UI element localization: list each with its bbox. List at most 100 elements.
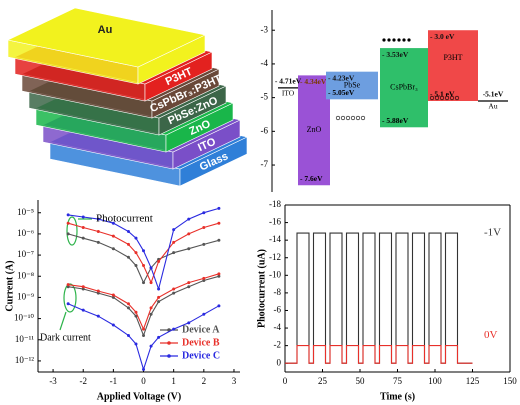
y-tick-label: -7 (261, 159, 269, 169)
point (126, 333, 130, 337)
point (81, 285, 85, 289)
y-tick-label: -6 (261, 125, 269, 135)
point (134, 236, 138, 240)
point (172, 327, 176, 331)
hole-dot (454, 95, 460, 101)
series-line (285, 232, 473, 364)
point (149, 281, 153, 285)
point (96, 289, 100, 293)
y-tick-label: 10⁻¹⁰ (14, 313, 34, 323)
electron-dot (387, 38, 391, 42)
point (66, 285, 70, 289)
point (126, 255, 130, 259)
point (134, 264, 138, 268)
point (81, 287, 85, 291)
y-tick-label: 10⁻⁷ (17, 249, 34, 259)
point (66, 302, 70, 306)
x-tick-label: 75 (393, 376, 403, 386)
point (157, 259, 161, 263)
point (111, 221, 115, 225)
y-tick-label: -2 (274, 340, 282, 350)
electron-dot (397, 38, 401, 42)
y-tick-label: 10⁻⁹ (17, 291, 34, 301)
point (142, 281, 146, 285)
point (217, 274, 221, 278)
photocurrent-ellipse (66, 216, 78, 246)
x-tick-label: 50 (356, 376, 366, 386)
point (126, 242, 130, 246)
point (202, 226, 206, 230)
point (172, 291, 176, 295)
band-box (428, 30, 478, 101)
point (134, 314, 138, 318)
point (157, 295, 161, 299)
energy-label: - 3.53eV (382, 50, 409, 59)
hole-dot (345, 115, 351, 121)
point (111, 295, 115, 299)
x-tick-label: 25 (318, 376, 328, 386)
point (142, 367, 146, 371)
hole-dot (434, 95, 440, 101)
layer-top (7, 7, 206, 68)
series-annotation: 0V (484, 329, 498, 341)
point (111, 293, 115, 297)
energy-label: - 5.1 eV (430, 90, 455, 99)
x-tick-label: -3 (49, 376, 57, 386)
point (142, 333, 146, 337)
y-tick-label: -16 (269, 217, 281, 227)
point (126, 306, 130, 310)
point (187, 232, 191, 236)
hole-dot (350, 115, 356, 121)
point (66, 213, 70, 217)
hole-dot (340, 115, 346, 121)
energy-label: -5.1eV (483, 90, 504, 99)
energy-label: - 5.88eV (382, 116, 409, 125)
point (202, 276, 206, 280)
series-line (67, 233, 220, 284)
point (149, 344, 153, 348)
point (149, 266, 153, 270)
point (172, 240, 176, 244)
annotation: Photocurrent (96, 213, 153, 225)
hole-dot (439, 95, 445, 101)
y-tick-label: 10⁻⁸ (17, 270, 34, 280)
y-tick-label: -8 (274, 287, 282, 297)
x-tick-label: 150 (503, 376, 517, 386)
point (187, 247, 191, 251)
point (134, 310, 138, 314)
point (66, 221, 70, 225)
annotation-decor (59, 216, 92, 331)
y-axis-label: Photocurrent (uA) (256, 249, 267, 328)
energy-label: - 5.05eV (328, 88, 355, 97)
y-tick-label: -4 (261, 58, 269, 68)
point (149, 306, 153, 310)
series-line (67, 222, 220, 285)
point (126, 302, 130, 306)
point (217, 238, 221, 242)
hole-dot (449, 95, 455, 101)
x-tick-label: 0 (283, 376, 288, 386)
point (217, 206, 221, 210)
point (217, 221, 221, 225)
y-tick-label: 10⁻¹¹ (15, 334, 34, 344)
x-tick-label: 3 (232, 376, 237, 386)
legend-label: Device C (182, 350, 220, 361)
point (187, 285, 191, 289)
point (157, 287, 161, 291)
energy-label: - 4.34eV (300, 77, 327, 86)
y-tick-label: -18 (269, 199, 281, 209)
point (187, 217, 191, 221)
energy-label: - 7.6eV (300, 174, 323, 183)
y-tick-label: 10⁻¹² (15, 355, 34, 365)
point (111, 247, 115, 251)
point (126, 230, 130, 234)
y-tick-label: -5 (261, 92, 269, 102)
series-annotation: -1V (484, 227, 501, 239)
point (202, 312, 206, 316)
point (149, 312, 153, 316)
arrow (59, 311, 67, 331)
electron-dot (392, 38, 396, 42)
hole-dot (429, 95, 435, 101)
point (157, 300, 161, 304)
